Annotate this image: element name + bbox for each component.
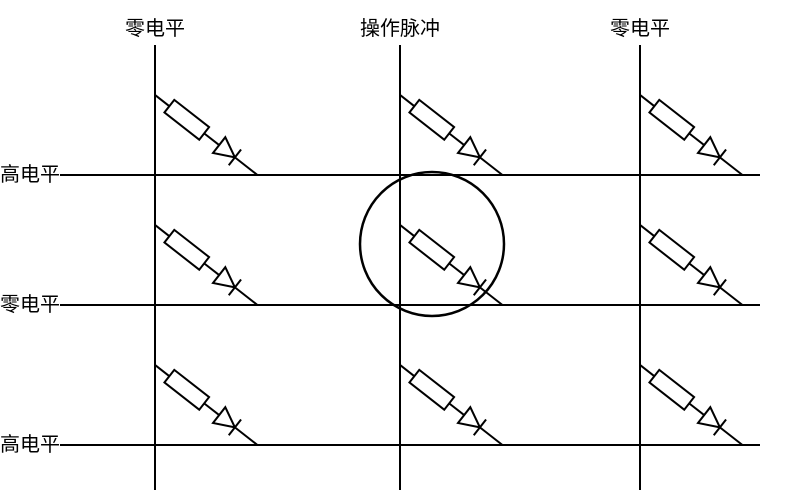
row-label-1: 零电平: [0, 293, 60, 316]
row-label-2: 高电平: [0, 433, 60, 456]
row-label-0: 高电平: [0, 163, 60, 186]
column-label-2: 零电平: [610, 17, 670, 40]
column-label-1: 操作脉冲: [360, 17, 440, 40]
column-label-0: 零电平: [125, 17, 185, 40]
